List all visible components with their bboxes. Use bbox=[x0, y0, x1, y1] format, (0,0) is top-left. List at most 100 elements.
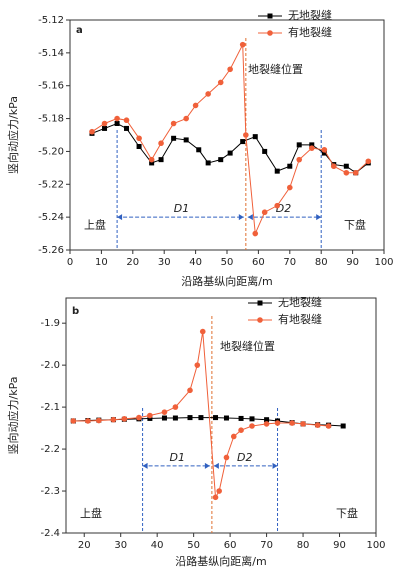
point bbox=[263, 421, 270, 427]
point bbox=[110, 416, 117, 423]
distance-label: D1 bbox=[170, 451, 185, 464]
point bbox=[240, 139, 246, 145]
point bbox=[309, 142, 315, 148]
point bbox=[308, 145, 315, 151]
point bbox=[238, 415, 244, 421]
point bbox=[85, 418, 91, 424]
point bbox=[262, 148, 268, 154]
y-tick-label: -5.14 bbox=[38, 48, 64, 59]
y-tick-label: -5.26 bbox=[38, 245, 64, 256]
point bbox=[171, 135, 177, 141]
y-axis-label: 竖向动应力/kPa bbox=[6, 377, 20, 455]
y-tick-label: -2.4 bbox=[40, 528, 60, 539]
x-tick-label: 40 bbox=[151, 540, 164, 551]
point bbox=[96, 417, 102, 424]
point bbox=[89, 128, 95, 135]
point bbox=[101, 120, 108, 127]
legend-marker bbox=[267, 13, 273, 19]
point bbox=[274, 168, 280, 174]
side-label: 上盘 bbox=[80, 506, 102, 520]
x-tick-label: 20 bbox=[126, 257, 139, 268]
x-tick-label: 70 bbox=[283, 257, 296, 268]
point bbox=[114, 115, 120, 122]
y-tick-label: -5.12 bbox=[38, 15, 64, 26]
x-tick-label: 50 bbox=[221, 257, 234, 268]
point bbox=[136, 144, 142, 149]
x-tick-label: 60 bbox=[224, 540, 237, 551]
point bbox=[172, 415, 178, 421]
y-tick-label: -5.24 bbox=[38, 212, 64, 223]
point bbox=[227, 66, 233, 73]
x-tick-label: 30 bbox=[158, 257, 171, 268]
point bbox=[238, 427, 244, 433]
point bbox=[300, 421, 306, 427]
point bbox=[187, 387, 193, 394]
legend-label: 有地裂缝 bbox=[278, 312, 322, 326]
panel-label: b bbox=[72, 306, 79, 317]
x-tick-label: 80 bbox=[297, 540, 310, 551]
point bbox=[223, 454, 230, 461]
point bbox=[199, 328, 206, 335]
point bbox=[296, 156, 303, 163]
side-label: 上盘 bbox=[84, 217, 106, 231]
point bbox=[205, 160, 211, 166]
point bbox=[70, 418, 77, 424]
legend-marker bbox=[267, 30, 273, 36]
distance-label: D1 bbox=[174, 202, 189, 215]
arrow-head bbox=[213, 462, 219, 469]
point bbox=[365, 158, 372, 165]
point bbox=[196, 147, 202, 153]
y-tick-label: -2.3 bbox=[40, 486, 60, 497]
y-tick-label: -5.18 bbox=[38, 114, 64, 125]
point bbox=[261, 209, 268, 216]
point bbox=[121, 416, 128, 422]
x-tick-label: 60 bbox=[252, 257, 265, 268]
x-tick-label: 30 bbox=[114, 540, 127, 551]
point bbox=[147, 415, 153, 421]
x-tick-label: 100 bbox=[374, 257, 393, 268]
point bbox=[249, 416, 255, 422]
point bbox=[314, 422, 321, 428]
series-line bbox=[73, 331, 329, 499]
point bbox=[252, 134, 258, 140]
point bbox=[239, 41, 246, 48]
y-tick-label: -5.20 bbox=[38, 146, 64, 157]
point bbox=[289, 420, 295, 426]
point bbox=[296, 142, 302, 148]
point bbox=[158, 140, 164, 147]
x-tick-label: 40 bbox=[189, 257, 202, 268]
point bbox=[170, 120, 177, 127]
x-tick-label: 90 bbox=[346, 257, 359, 268]
point bbox=[243, 132, 249, 138]
x-tick-label: 100 bbox=[366, 540, 385, 551]
point bbox=[274, 202, 281, 209]
point bbox=[149, 160, 155, 166]
point bbox=[187, 415, 193, 421]
point bbox=[183, 137, 189, 143]
point bbox=[148, 156, 155, 163]
y-tick-label: -1.9 bbox=[40, 318, 60, 329]
point bbox=[161, 415, 167, 421]
point bbox=[192, 102, 199, 109]
point bbox=[227, 150, 233, 156]
point bbox=[183, 115, 189, 122]
point bbox=[264, 417, 270, 423]
point bbox=[287, 163, 293, 169]
point bbox=[198, 415, 204, 421]
point bbox=[205, 91, 211, 97]
x-tick-label: 20 bbox=[78, 540, 91, 551]
y-tick-label: -5.16 bbox=[38, 81, 64, 92]
point bbox=[161, 409, 168, 415]
point bbox=[102, 125, 108, 131]
point bbox=[217, 79, 224, 86]
panel-label: a bbox=[76, 25, 83, 36]
point bbox=[343, 163, 349, 169]
point bbox=[114, 121, 120, 126]
legend-label: 无地裂缝 bbox=[278, 295, 322, 309]
y-axis-label: 竖向动应力/kPa bbox=[6, 96, 20, 174]
point bbox=[252, 230, 259, 237]
plot-frame bbox=[65, 297, 377, 534]
point bbox=[136, 414, 142, 421]
point bbox=[213, 415, 219, 421]
